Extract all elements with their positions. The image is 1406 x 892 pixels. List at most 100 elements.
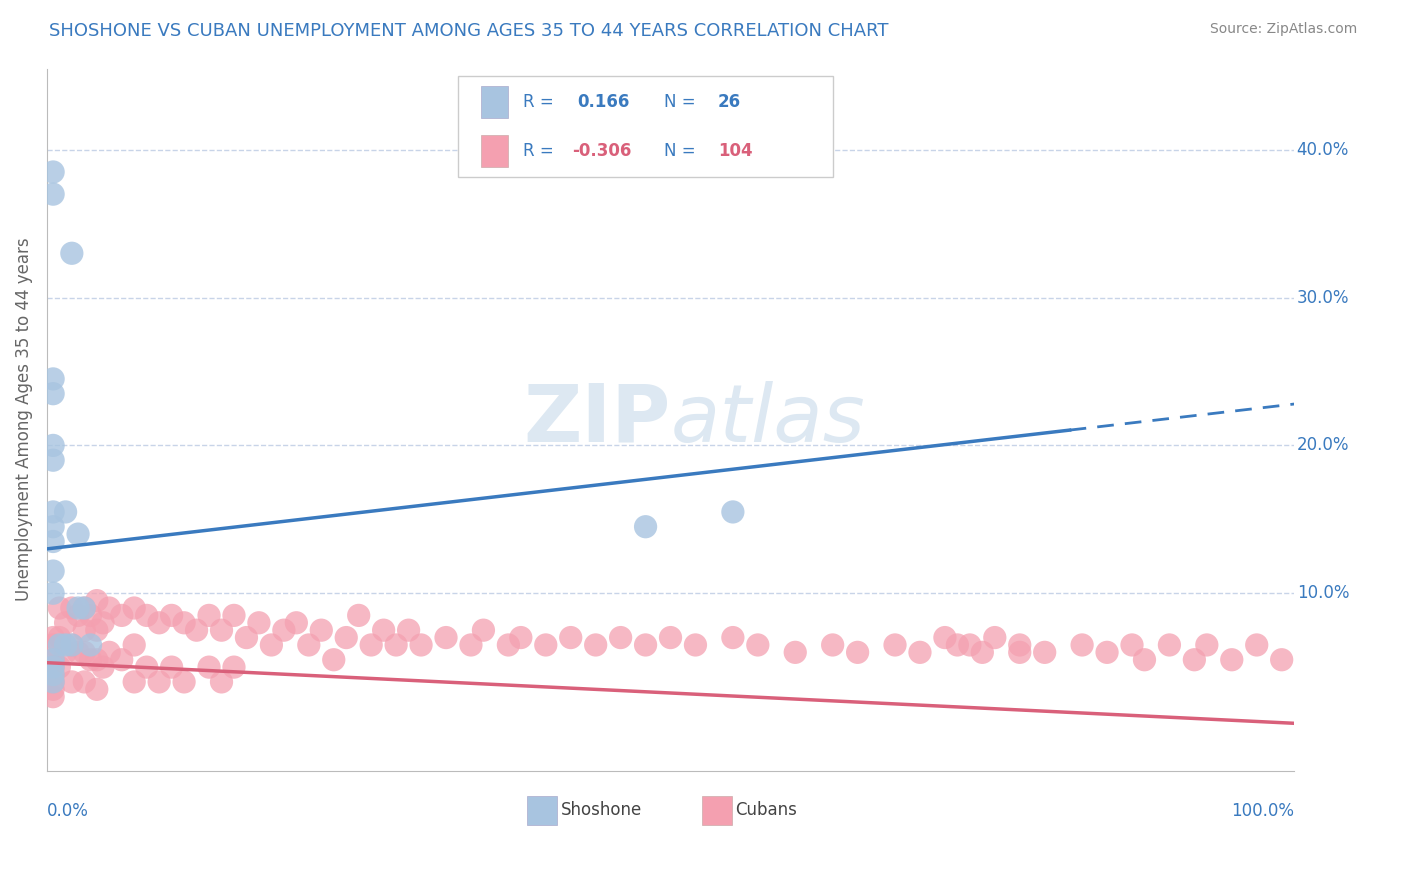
Point	[48, 660, 70, 674]
Point	[91, 615, 114, 630]
Point	[747, 638, 769, 652]
Text: 20.0%: 20.0%	[1296, 436, 1350, 454]
Point	[972, 645, 994, 659]
Point	[1071, 638, 1094, 652]
Point	[73, 645, 96, 659]
Point	[122, 638, 145, 652]
Text: Cubans: Cubans	[735, 801, 797, 820]
Point	[1195, 638, 1218, 652]
Point	[785, 645, 807, 659]
Text: 104: 104	[718, 142, 752, 160]
Point	[122, 674, 145, 689]
Point	[160, 608, 183, 623]
Point	[79, 608, 101, 623]
Point	[60, 638, 83, 652]
Point	[498, 638, 520, 652]
Point	[135, 608, 157, 623]
Point	[1121, 638, 1143, 652]
Point	[73, 623, 96, 637]
Text: -0.306: -0.306	[572, 142, 631, 160]
Point	[67, 608, 90, 623]
Text: Source: ZipAtlas.com: Source: ZipAtlas.com	[1209, 22, 1357, 37]
Point	[55, 638, 77, 652]
Point	[42, 660, 65, 674]
Text: 100.0%: 100.0%	[1232, 802, 1294, 820]
Point	[79, 653, 101, 667]
Text: atlas: atlas	[671, 381, 865, 458]
Point	[42, 372, 65, 386]
Point	[42, 564, 65, 578]
FancyBboxPatch shape	[458, 76, 832, 178]
Text: 0.0%: 0.0%	[46, 802, 89, 820]
Point	[908, 645, 931, 659]
FancyBboxPatch shape	[481, 136, 509, 167]
Point	[42, 519, 65, 533]
Point	[385, 638, 408, 652]
Point	[42, 674, 65, 689]
Point	[122, 601, 145, 615]
Point	[186, 623, 208, 637]
Point	[260, 638, 283, 652]
Point	[42, 660, 65, 674]
Point	[111, 653, 134, 667]
Point	[585, 638, 607, 652]
FancyBboxPatch shape	[527, 797, 557, 824]
Text: ZIP: ZIP	[523, 381, 671, 458]
Point	[360, 638, 382, 652]
Point	[685, 638, 707, 652]
Point	[846, 645, 869, 659]
Point	[67, 527, 90, 541]
Point	[111, 608, 134, 623]
Point	[86, 653, 108, 667]
Text: SHOSHONE VS CUBAN UNEMPLOYMENT AMONG AGES 35 TO 44 YEARS CORRELATION CHART: SHOSHONE VS CUBAN UNEMPLOYMENT AMONG AGE…	[49, 22, 889, 40]
Point	[91, 660, 114, 674]
Point	[67, 645, 90, 659]
Point	[60, 638, 83, 652]
Point	[721, 505, 744, 519]
Point	[148, 674, 170, 689]
Point	[173, 615, 195, 630]
Point	[42, 682, 65, 697]
Point	[721, 631, 744, 645]
Point	[534, 638, 557, 652]
Text: 40.0%: 40.0%	[1296, 141, 1348, 159]
Text: N =: N =	[664, 93, 696, 111]
Point	[434, 631, 457, 645]
Point	[322, 653, 344, 667]
Point	[42, 505, 65, 519]
Point	[79, 638, 101, 652]
Point	[173, 674, 195, 689]
Text: N =: N =	[664, 142, 696, 160]
Point	[42, 187, 65, 202]
Point	[211, 674, 233, 689]
Point	[86, 623, 108, 637]
Point	[472, 623, 495, 637]
Point	[311, 623, 333, 637]
Point	[509, 631, 531, 645]
Y-axis label: Unemployment Among Ages 35 to 44 years: Unemployment Among Ages 35 to 44 years	[15, 238, 32, 601]
Point	[335, 631, 357, 645]
Point	[42, 453, 65, 467]
Point	[86, 593, 108, 607]
Point	[634, 519, 657, 533]
Point	[198, 608, 221, 623]
Point	[1271, 653, 1294, 667]
Point	[1008, 638, 1031, 652]
Point	[60, 246, 83, 260]
Point	[347, 608, 370, 623]
Point	[1220, 653, 1243, 667]
Point	[398, 623, 420, 637]
Point	[1008, 645, 1031, 659]
Point	[73, 674, 96, 689]
Point	[1095, 645, 1118, 659]
Point	[884, 638, 907, 652]
Point	[42, 690, 65, 704]
Point	[42, 165, 65, 179]
Text: Shoshone: Shoshone	[561, 801, 643, 820]
Text: R =: R =	[523, 142, 554, 160]
Point	[984, 631, 1007, 645]
Point	[135, 660, 157, 674]
Point	[609, 631, 631, 645]
Point	[160, 660, 183, 674]
Point	[373, 623, 395, 637]
